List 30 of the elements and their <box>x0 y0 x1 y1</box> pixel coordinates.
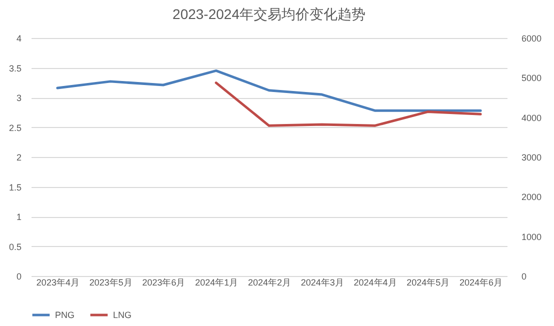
y2-tick-label: 5000 <box>522 73 542 84</box>
x-tick-label: 2024年3月 <box>300 278 344 288</box>
y2-tick-label: 0 <box>522 272 527 282</box>
x-tick-label: 2024年6月 <box>460 278 503 288</box>
y-tick-label: 1.5 <box>8 182 22 192</box>
chart-title: 2023-2024年交易均价变化趋势 <box>172 6 366 22</box>
x-tick-label: 2023年6月 <box>142 278 186 288</box>
x-tick-label: 2024年4月 <box>354 278 397 288</box>
x-tick-label: 2023年4月 <box>36 278 80 288</box>
y-tick-label: 3.5 <box>8 63 22 74</box>
legend-label: LNG <box>113 310 132 320</box>
y2-tick-label: 2000 <box>522 192 542 202</box>
y2-tick-label: 1000 <box>522 232 542 242</box>
x-tick-label: 2024年5月 <box>406 278 450 288</box>
y2-tick-label: 6000 <box>522 34 542 44</box>
x-tick-label: 2024年2月 <box>248 278 292 288</box>
y-tick-label: 1 <box>16 212 22 222</box>
y-tick-label: 4 <box>16 34 22 44</box>
y-tick-label: 2 <box>16 152 22 162</box>
legend-label: PNG <box>55 310 75 320</box>
y-tick-label: 2.5 <box>8 122 22 133</box>
x-tick-label: 2024年1月 <box>195 278 238 288</box>
y-tick-label: 0 <box>16 272 22 282</box>
y2-tick-label: 4000 <box>522 112 542 123</box>
x-tick-label: 2023年5月 <box>89 278 132 288</box>
y-tick-label: 3 <box>16 93 22 103</box>
line-series <box>214 82 482 127</box>
y2-tick-label: 3000 <box>522 152 542 162</box>
line-series <box>56 69 482 112</box>
y-tick-label: 0.5 <box>8 242 22 252</box>
